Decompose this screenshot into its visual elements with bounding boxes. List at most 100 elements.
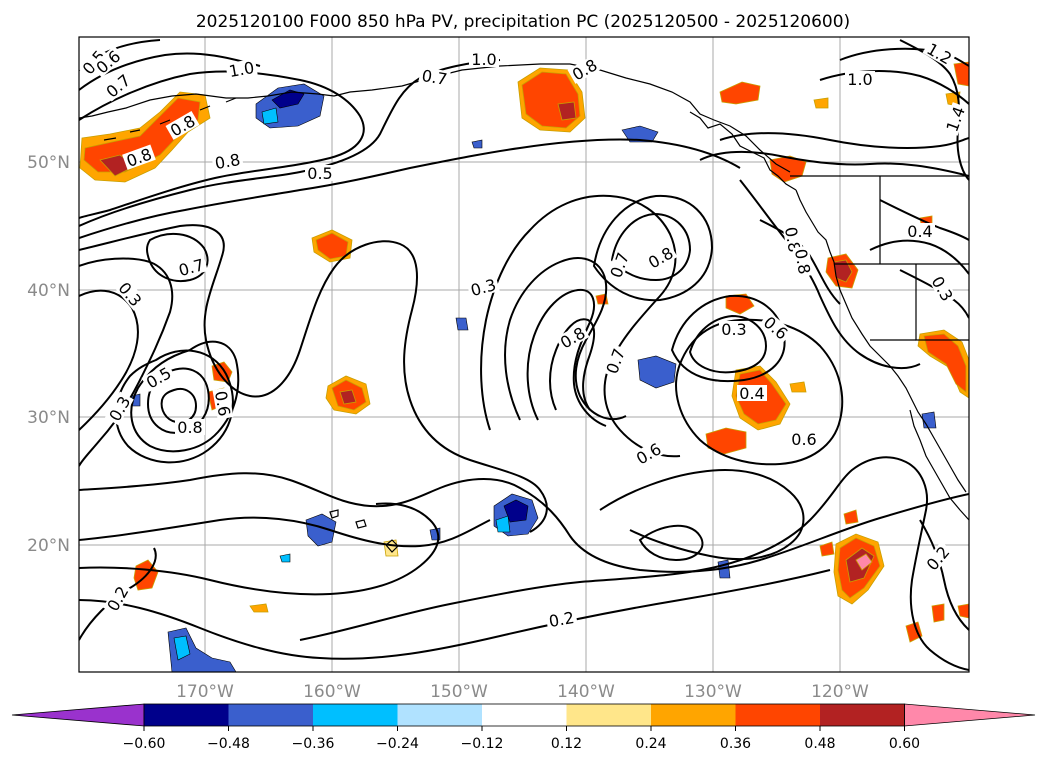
pv-contour [526,288,607,427]
pv-contour [879,199,969,241]
svg-text:0.5: 0.5 [307,164,332,183]
svg-text:1.0: 1.0 [227,58,255,81]
precip-patch [637,355,677,389]
pv-contour [899,269,969,319]
pv-contour [504,257,627,421]
pv-contour [638,524,704,562]
precip-patch [725,293,755,315]
pv-contour [919,519,969,631]
precip-patch [261,107,279,125]
pv-contour [130,340,240,453]
lat-label: 30°N [27,408,70,428]
precip-patch [957,603,969,619]
svg-text:0.7: 0.7 [420,66,448,89]
contour-label: 0.4 [737,384,767,403]
lon-label: 140°W [557,682,615,702]
colorbar-tick-label: −0.60 [123,736,166,752]
pv-contour [146,232,209,282]
svg-text:0.4: 0.4 [739,384,764,403]
contour-label: 0.8 [211,150,244,173]
precip-patch [471,139,483,149]
precip-patch [843,509,859,525]
pv-contour [79,569,831,660]
svg-text:0.2: 0.2 [547,608,575,631]
colorbar-segment [144,704,229,726]
colorbar-tick-label: −0.12 [461,736,504,752]
chart-title: 2025120100 F000 850 hPa PV, precipitatio… [196,12,850,32]
colorbar: −0.60 −0.48 −0.36 −0.24 −0.12 0.12 0.24 0.36 0.4… [11,703,1036,752]
lat-labels: 50°N 40°N 30°N 20°N [27,153,70,556]
alaska-panhandle-coast [689,111,797,191]
precip-patch [279,553,291,563]
contour-label: 0.3 [114,277,147,311]
colorbar-tick-label: 0.36 [720,736,751,752]
contour-label: 1.0 [469,50,499,69]
precip-patch [719,81,761,105]
contour-label: 0.8 [175,418,205,437]
precip-patch [705,427,747,455]
pv-contour [599,469,805,561]
lon-labels: 170°W 160°W 150°W 140°W 130°W 120°W [176,682,869,702]
colorbar-tick-label: 0.60 [889,736,920,752]
colorbar-segment [651,704,736,726]
pv-contour [592,194,714,302]
svg-text:0.8: 0.8 [781,225,804,253]
pv-contour [79,472,969,573]
svg-text:0.4: 0.4 [907,222,932,241]
lon-label: 150°W [430,682,488,702]
colorbar-segment [397,704,482,726]
precip-patch [249,603,269,613]
contour-label: 0.3 [719,320,749,339]
svg-text:0.8: 0.8 [213,150,241,173]
svg-text:1.0: 1.0 [471,50,496,69]
contour-label: 1.0 [845,70,875,89]
lon-label: 160°W [303,682,361,702]
contour-label: 1.0 [225,58,258,81]
colorbar-segment [482,704,567,726]
contour-label: 0.8 [791,245,814,278]
canada-coast [795,189,835,263]
precip-patch [855,553,873,571]
contour-label: 0.6 [211,387,234,420]
precip-patch [173,635,191,661]
pv-contour [610,212,692,282]
colorbar-tick-label: 0.48 [804,736,835,752]
colorbar-tick-label: −0.36 [292,736,335,752]
svg-text:0.6: 0.6 [211,389,234,417]
colorbar-tick-label: 0.24 [635,736,666,752]
pv-contour [79,138,741,239]
map-frame [78,36,970,673]
precip-patch [557,101,577,121]
pv-contour [480,194,681,458]
lon-label: 120°W [811,682,869,702]
precip-patch [813,97,829,109]
pv-contour [819,70,969,105]
contour-label: 0.5 [305,164,335,183]
precip-patch [305,513,337,547]
map-area [79,37,969,672]
precip-patch [503,499,529,523]
contour-labels: 0.50.60.71.0 0.71.0 0.8 1.01.21.40.80.8 0.80… [79,38,969,631]
svg-text:0.3: 0.3 [721,320,746,339]
pv-contour [115,349,234,464]
colorbar-segment [566,704,651,726]
precip-negative-patches [131,83,937,672]
colorbar-tick-label: −0.48 [207,736,250,752]
pv-contour [299,456,969,671]
precip-positive-patches [79,61,969,643]
lat-label: 40°N [27,281,70,301]
precip-patch [819,541,835,557]
lat-label: 20°N [27,536,70,556]
precip-patch [455,317,469,331]
contour-label: 0.4 [905,222,935,241]
precip-patch [271,89,305,109]
pv-contour [79,502,440,596]
lon-label: 130°W [684,682,742,702]
pv-contour [79,289,139,431]
precip-patch [931,603,945,623]
pv-contour [688,314,768,374]
pv-contour [79,70,365,219]
pv-contour [549,318,595,411]
colorbar-segment [313,704,398,726]
